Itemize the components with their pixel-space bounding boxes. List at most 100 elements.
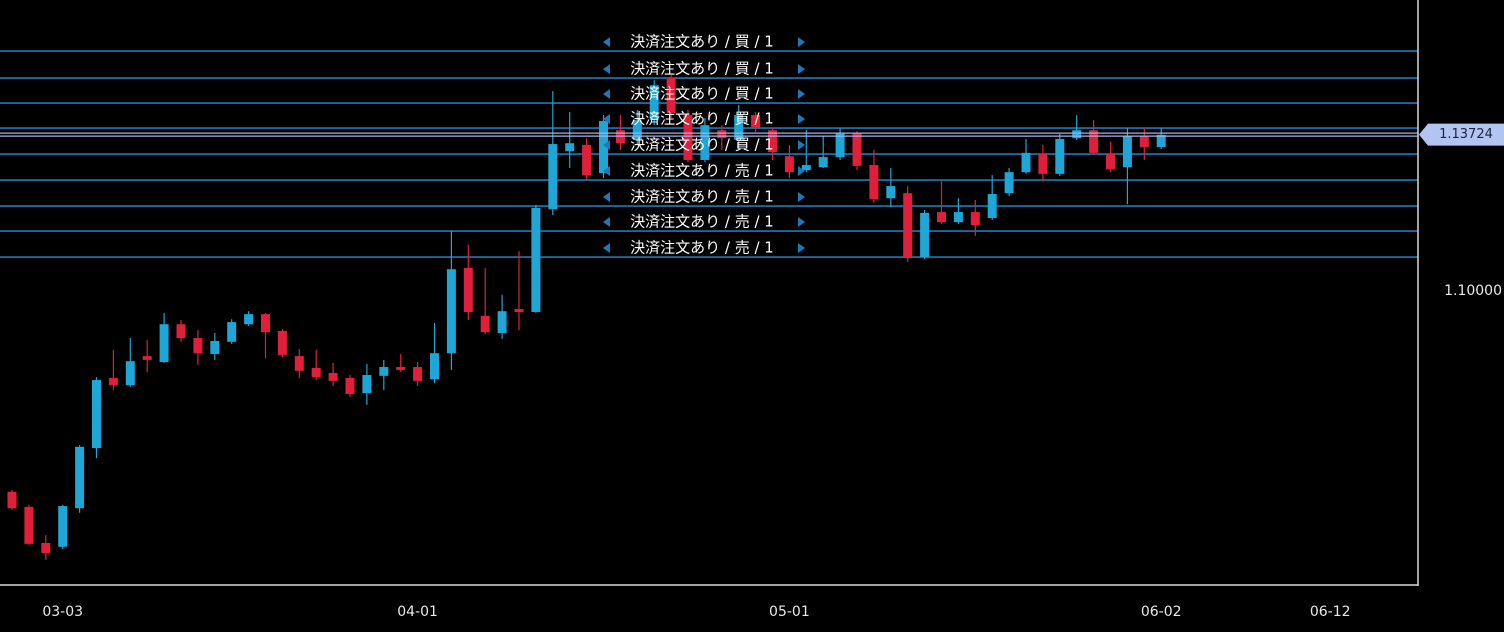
candle-body: [514, 309, 524, 313]
candle-body: [261, 314, 270, 333]
candle-body: [1038, 154, 1048, 174]
arrow-left: [603, 114, 610, 125]
candle-body: [886, 186, 896, 199]
candle-body: [125, 361, 135, 386]
candle-body: [58, 506, 68, 547]
candle-body: [142, 356, 152, 360]
candle-body: [717, 130, 727, 139]
candle-body: [176, 324, 186, 339]
candle-body: [362, 375, 372, 394]
candle-body: [294, 356, 304, 371]
candle-body: [1139, 136, 1149, 147]
candle-body: [446, 269, 456, 354]
arrow-left: [603, 89, 610, 100]
candle-body: [903, 193, 913, 258]
arrow-right: [798, 37, 805, 48]
candle-body: [463, 267, 473, 313]
arrow-right: [798, 64, 805, 75]
arrow-right: [798, 140, 805, 151]
x-tick-label: 05-01: [769, 604, 810, 620]
candle-body: [768, 130, 777, 153]
candle-body: [700, 125, 710, 161]
order-label: 決済注文あり / 売 / 1: [630, 162, 774, 180]
arrow-left: [603, 64, 610, 75]
candle-body: [599, 120, 608, 174]
arrow-right: [798, 89, 805, 100]
order-label: 決済注文あり / 売 / 1: [630, 213, 774, 231]
arrow-right: [798, 243, 805, 254]
current-price-label: 1.13724: [1439, 127, 1493, 142]
candle-body: [869, 165, 879, 200]
candle-body: [1106, 154, 1115, 170]
candle-body: [953, 212, 963, 223]
arrow-left: [603, 37, 610, 48]
candle-body: [1156, 134, 1166, 147]
candle-body: [987, 194, 997, 218]
candle-body: [1072, 130, 1082, 139]
arrow-left: [603, 192, 610, 203]
arrow-right: [798, 114, 805, 125]
candle-body: [751, 115, 761, 129]
candle-body: [970, 212, 980, 226]
candle-body: [193, 338, 203, 354]
candle-body: [582, 144, 592, 176]
candle-body: [210, 341, 220, 355]
candle-body: [311, 367, 321, 378]
x-tick-label: 06-12: [1310, 604, 1351, 620]
candle-body: [92, 380, 101, 449]
arrow-right: [798, 192, 805, 203]
candle-body: [784, 156, 794, 173]
arrow-right: [798, 217, 805, 228]
candle-body: [345, 377, 355, 394]
candle-body: [801, 165, 811, 171]
candle-body: [835, 133, 845, 158]
candle-body: [818, 157, 828, 168]
candle-body: [480, 315, 490, 333]
candle-body: [1004, 172, 1014, 194]
arrow-right: [798, 166, 805, 177]
candle-body: [41, 543, 51, 554]
candle-body: [24, 506, 34, 544]
candle-body: [683, 115, 693, 161]
order-label: 決済注文あり / 買 / 1: [630, 136, 774, 154]
candle-body: [1089, 130, 1099, 153]
arrow-left: [603, 140, 610, 151]
order-label: 決済注文あり / 売 / 1: [630, 239, 774, 257]
x-tick-label: 06-02: [1141, 604, 1182, 620]
candle-body: [531, 207, 541, 313]
candle-body: [379, 367, 389, 376]
order-label: 決済注文あり / 買 / 1: [630, 110, 774, 128]
y-tick-label: 1.10000: [1444, 283, 1502, 299]
candle-body: [413, 367, 423, 381]
order-label: 決済注文あり / 売 / 1: [630, 188, 774, 206]
candle-body: [666, 78, 676, 113]
candle-body: [497, 311, 507, 334]
candle-body: [1021, 152, 1031, 173]
order-label: 決済注文あり / 買 / 1: [630, 85, 774, 103]
order-label: 決済注文あり / 買 / 1: [630, 33, 774, 51]
candle-body: [734, 115, 744, 140]
candle-body: [430, 353, 439, 380]
candle-body: [75, 446, 85, 509]
arrow-left: [603, 217, 610, 228]
order-label: 決済注文あり / 買 / 1: [630, 60, 774, 78]
candle-body: [396, 367, 406, 370]
x-tick-label: 03-03: [42, 604, 83, 620]
current-price-tag: [1419, 123, 1504, 146]
candle-body: [277, 330, 287, 355]
candle-body: [159, 324, 169, 363]
candle-body: [649, 85, 659, 121]
candle-body: [632, 120, 642, 140]
arrow-left: [603, 243, 610, 254]
candle-body: [7, 491, 17, 509]
candle-body: [227, 322, 237, 342]
candle-body: [548, 144, 558, 210]
candle-body: [108, 377, 118, 386]
candle-body: [852, 133, 862, 166]
arrow-left: [603, 166, 610, 177]
candle-body: [1055, 139, 1065, 174]
candle-body: [1122, 136, 1132, 168]
candle-body: [565, 143, 575, 152]
candle-body: [244, 314, 254, 325]
